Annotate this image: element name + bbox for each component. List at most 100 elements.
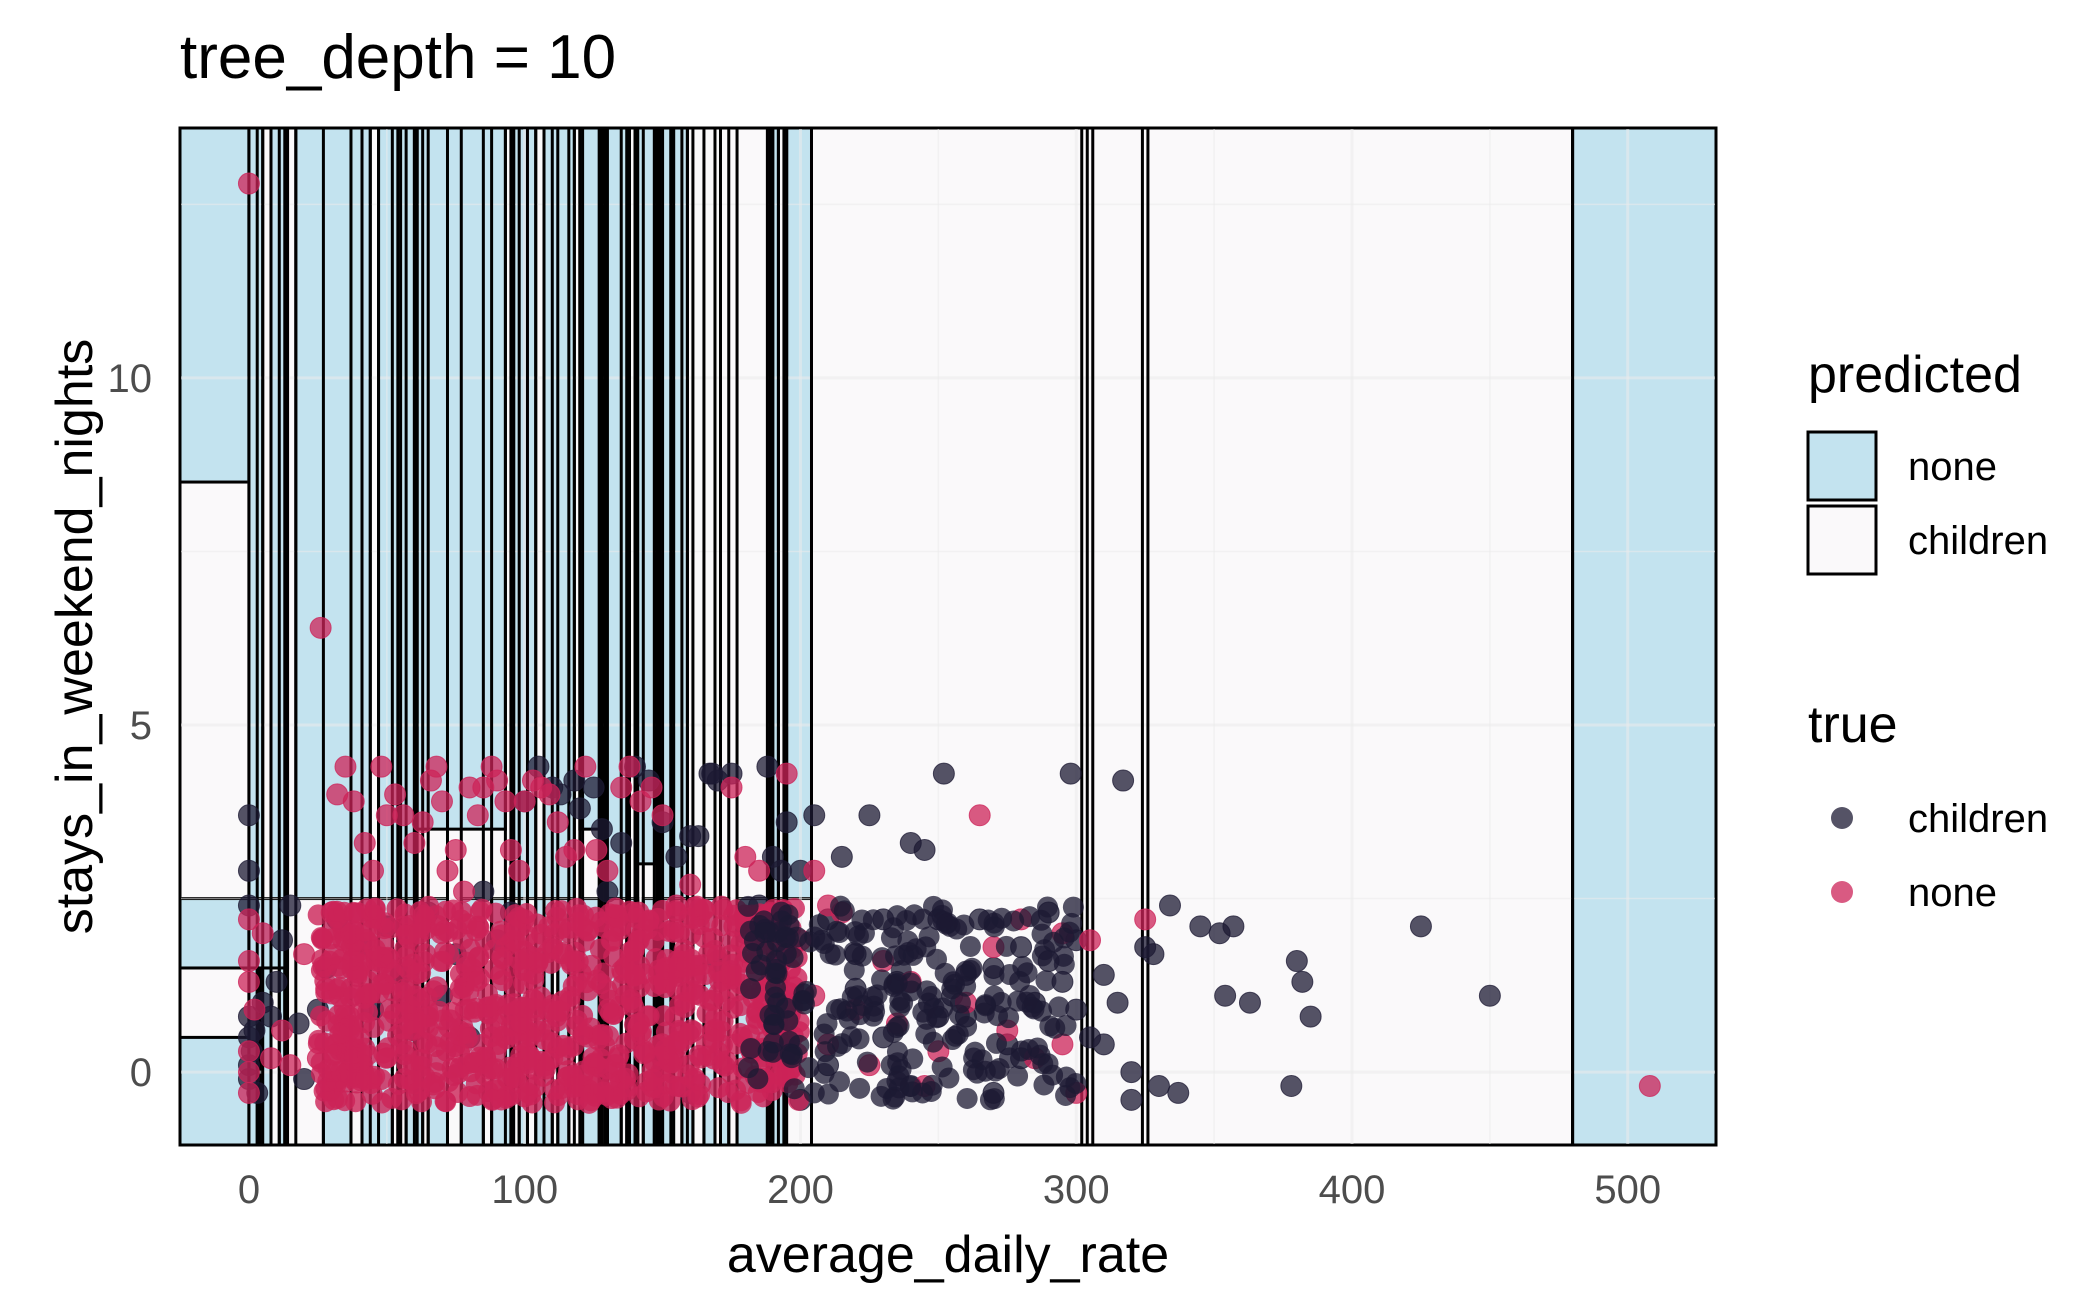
point-none-31 (436, 859, 459, 882)
point-children-68 (913, 838, 936, 861)
point-children-88 (1142, 943, 1165, 966)
point-children-100 (1299, 1005, 1322, 1028)
point-none-cloud (526, 913, 548, 935)
point-none-cloud (391, 981, 413, 1003)
point-none-cloud (597, 998, 619, 1020)
point-none-cloud (438, 1016, 460, 1038)
point-none-cloud (596, 979, 618, 1001)
point-none-cloud (546, 1010, 568, 1032)
point-children-cloud (866, 984, 888, 1006)
point-none-cloud (429, 1049, 451, 1071)
point-none-cloud (310, 1005, 332, 1027)
point-children-cloud (740, 978, 762, 1000)
point-none-49 (574, 755, 597, 778)
point-none-30 (430, 790, 453, 813)
point-none-cloud (382, 962, 404, 984)
point-none-cloud (606, 1087, 628, 1109)
point-none-cloud (459, 1086, 481, 1108)
point-none-42 (513, 790, 536, 813)
point-none-cloud (468, 917, 490, 939)
point-children-cloud (916, 980, 938, 1002)
point-none-cloud (514, 996, 536, 1018)
point-none-cloud (469, 901, 491, 923)
point-children-102 (1478, 984, 1501, 1007)
point-children-95 (1222, 915, 1245, 938)
x-tick-label-500: 500 (1594, 1168, 1661, 1212)
point-children-cloud (849, 1077, 871, 1099)
point-none-25 (392, 804, 415, 827)
point-none-cloud (466, 970, 488, 992)
point-children-83 (1092, 963, 1115, 986)
point-children-cloud (1035, 970, 1057, 992)
point-none-cloud (395, 924, 417, 946)
point-none-55 (640, 776, 663, 799)
point-none-cloud (447, 1062, 469, 1084)
point-children-cloud (774, 926, 796, 948)
point-none-cloud (730, 1092, 752, 1114)
point-children-cloud (836, 1000, 858, 1022)
point-children-cloud (1007, 1065, 1029, 1087)
point-children-70 (932, 762, 955, 785)
point-children-cloud (814, 1041, 836, 1063)
point-none-46 (546, 811, 569, 834)
y-tick-label-5: 5 (130, 704, 152, 748)
point-none-1 (309, 616, 332, 639)
point-none-32 (444, 838, 467, 861)
point-children-cloud (931, 1056, 953, 1078)
point-none-cloud (503, 976, 525, 998)
point-none-cloud (481, 1026, 503, 1048)
point-none-cloud (438, 943, 460, 965)
point-none-cloud (326, 1070, 348, 1092)
point-none-cloud (651, 899, 673, 921)
point-none-18 (334, 755, 357, 778)
chart-title: tree_depth = 10 (180, 23, 616, 92)
point-children-91 (1167, 1081, 1190, 1104)
point-none-65 (968, 804, 991, 827)
point-none-cloud (576, 920, 598, 942)
point-none-cloud (364, 898, 386, 920)
point-none-53 (618, 755, 641, 778)
plot-area (178, 126, 1718, 1147)
point-none-cloud (712, 899, 734, 921)
point-none-11 (271, 1019, 294, 1042)
point-children-42 (610, 832, 633, 855)
point-children-cloud (1016, 991, 1038, 1013)
point-children-cloud (886, 1017, 908, 1039)
point-none-cloud (510, 1030, 532, 1052)
point-children-90 (1158, 894, 1181, 917)
point-none-cloud (343, 984, 365, 1006)
point-children-cloud (871, 947, 893, 969)
point-none-cloud (708, 1077, 730, 1099)
point-children-cloud (1053, 953, 1075, 975)
point-children-58 (775, 811, 798, 834)
point-none-cloud (340, 923, 362, 945)
point-children-cloud (1034, 939, 1056, 961)
point-none-61 (748, 859, 771, 882)
point-none-62 (775, 762, 798, 785)
point-none-cloud (702, 927, 724, 949)
legend-true-title: true (1808, 696, 1898, 754)
axes: 0 100 200 300 400 500 0 5 10 (108, 127, 1717, 1212)
legend-true-none-label: none (1908, 871, 1997, 915)
point-none-cloud (684, 1070, 706, 1092)
region-none-2 (178, 126, 251, 484)
point-none-cloud (310, 927, 332, 949)
point-none-cloud (559, 990, 581, 1012)
point-none-cloud (706, 944, 728, 966)
point-none-cloud (659, 1090, 681, 1112)
point-none-cloud (603, 946, 625, 968)
legend-predicted-key-none (1806, 430, 1878, 502)
point-none-cloud (669, 956, 691, 978)
point-none-59 (720, 776, 743, 799)
legend-true-key-children (1831, 807, 1853, 829)
point-none-0 (237, 172, 260, 195)
point-children-cloud (808, 914, 830, 936)
point-none-cloud (681, 980, 703, 1002)
x-tick-label-100: 100 (491, 1168, 558, 1212)
point-none-cloud (729, 995, 751, 1017)
point-children-cloud (1031, 923, 1053, 945)
point-none-22 (370, 755, 393, 778)
point-none-cloud (426, 976, 448, 998)
point-children-8 (243, 1019, 266, 1042)
point-children-cloud (903, 904, 925, 926)
